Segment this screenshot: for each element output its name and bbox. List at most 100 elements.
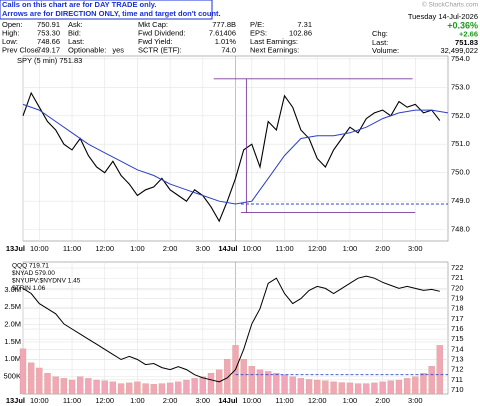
x-tick-label: 13Jul [6, 244, 25, 253]
volume-bar [207, 373, 215, 395]
x-tick-label: 12:00 [95, 396, 114, 405]
x-tick-label: 1:00 [130, 244, 145, 253]
volume-bar [52, 376, 59, 395]
x-tick-label: 12:00 [308, 396, 327, 405]
x-tick-label: 2:00 [163, 244, 178, 253]
y-tick-label: 718 [451, 304, 464, 313]
stat-value: 7.61406 [209, 28, 236, 37]
y-tick-label: 711 [451, 375, 463, 384]
stat-value: 7.31 [297, 20, 312, 29]
stat-label: High: [2, 28, 20, 37]
stat-value: 748.66 [37, 37, 60, 46]
volume-bar [314, 379, 321, 395]
volume-bar [256, 369, 264, 395]
volume-bar [85, 378, 92, 395]
y-tick-label: 712 [451, 365, 464, 374]
y-tick-label: 715 [451, 334, 464, 343]
x-tick-label: 10:00 [30, 244, 49, 253]
stat-label: Fwd Dividend: [138, 28, 186, 37]
volume-bar [371, 382, 378, 395]
notice: Calls on this chart are for DAY TRADE on… [2, 0, 156, 9]
change: +2.66 [459, 29, 478, 38]
y-tick-label: 713 [451, 354, 464, 363]
stat-label: EPS: [250, 28, 267, 37]
volume-bar [183, 379, 190, 395]
stat-label: Last: [68, 37, 84, 46]
volume-bar [28, 362, 35, 395]
x-tick-label: 11:00 [275, 244, 293, 253]
stat-value: 753.30 [37, 28, 60, 37]
date: Tuesday 14-Jul-2026 [408, 12, 478, 21]
volume-bar [19, 348, 27, 395]
stat-label: Prev Close: [2, 45, 41, 54]
volume-bar [101, 380, 108, 395]
x-tick-label: 2:00 [375, 244, 390, 253]
x-tick-label: 1:00 [343, 396, 358, 405]
x-tick-label: 11:00 [63, 244, 81, 253]
x-tick-label: 10:00 [30, 396, 49, 405]
stat-value: 750.91 [37, 20, 60, 29]
legend-title: SPY (5 min) 751.83 [17, 56, 82, 65]
volume-bar [297, 378, 305, 395]
x-tick-label: 14Jul [218, 244, 237, 253]
x-tick-label: 1:00 [343, 244, 358, 253]
stat-label: Fwd Yield: [138, 37, 173, 46]
legend-entry: $TRIN 1.06 [12, 285, 46, 292]
y-tick-label: 2.5M [4, 302, 21, 311]
legend-entry: $NYAD 579.00 [12, 270, 55, 277]
y-tick-label: 754.0 [451, 54, 470, 63]
volume-bar [166, 382, 174, 395]
notice-box [0, 0, 213, 20]
price-line [22, 103, 449, 205]
volume-bar [265, 371, 272, 395]
stat-label: SCTR (ETF): [138, 45, 182, 54]
last: 751.83 [455, 38, 478, 47]
volume-bar [224, 359, 231, 395]
volume-bar [142, 383, 149, 395]
change-label: Chg: [372, 29, 388, 38]
volume-bar [68, 379, 76, 395]
volume-bar [363, 383, 370, 395]
volume-bar [338, 382, 345, 395]
x-tick-label: 3:00 [196, 244, 211, 253]
change-pct: +0.36% [447, 20, 478, 30]
volume-bar [199, 376, 206, 395]
x-tick-label: 12:00 [95, 244, 114, 253]
y-tick-label: 753.0 [451, 82, 470, 91]
legend-entry: $NYUPV:$NYDNV 1.45 [12, 278, 81, 285]
volume-bar [93, 379, 100, 395]
volume-bar [273, 373, 280, 395]
volume-bar [44, 373, 51, 395]
x-tick-label: 11:00 [275, 396, 293, 405]
volume-bar [240, 359, 247, 395]
y-tick-label: 710 [451, 385, 464, 394]
x-tick-label: 2:00 [375, 396, 390, 405]
volume-bar [191, 378, 198, 395]
x-tick-label: 14Jul [218, 396, 237, 405]
stat-value: 749.17 [37, 45, 60, 54]
y-tick-label: 714 [451, 344, 464, 353]
stat-label: Next Earnings: [250, 45, 299, 54]
volume-bar [134, 381, 141, 395]
y-tick-label: 3.0M [4, 285, 21, 294]
x-tick-label: 3:00 [408, 244, 423, 253]
stat-label: Ask: [68, 20, 83, 29]
price-line [22, 275, 440, 383]
stat-label: Bid: [68, 28, 81, 37]
stat-label: Low: [2, 37, 18, 46]
y-tick-label: 716 [451, 324, 464, 333]
x-tick-label: 10:00 [242, 244, 261, 253]
watermark: © StockCharts.com [422, 1, 478, 9]
stat-label: P/E: [250, 20, 264, 29]
volume-bar [248, 366, 255, 395]
volume-bar [126, 382, 133, 395]
volume-bar [36, 367, 43, 395]
volume-bar [175, 381, 182, 395]
volume-bar [117, 383, 125, 395]
volume-bar [109, 381, 117, 395]
volume-bar [387, 380, 394, 395]
x-tick-label: 2:00 [163, 396, 178, 405]
y-tick-label: 1.5M [4, 337, 21, 346]
stat-value: 102.86 [289, 28, 312, 37]
